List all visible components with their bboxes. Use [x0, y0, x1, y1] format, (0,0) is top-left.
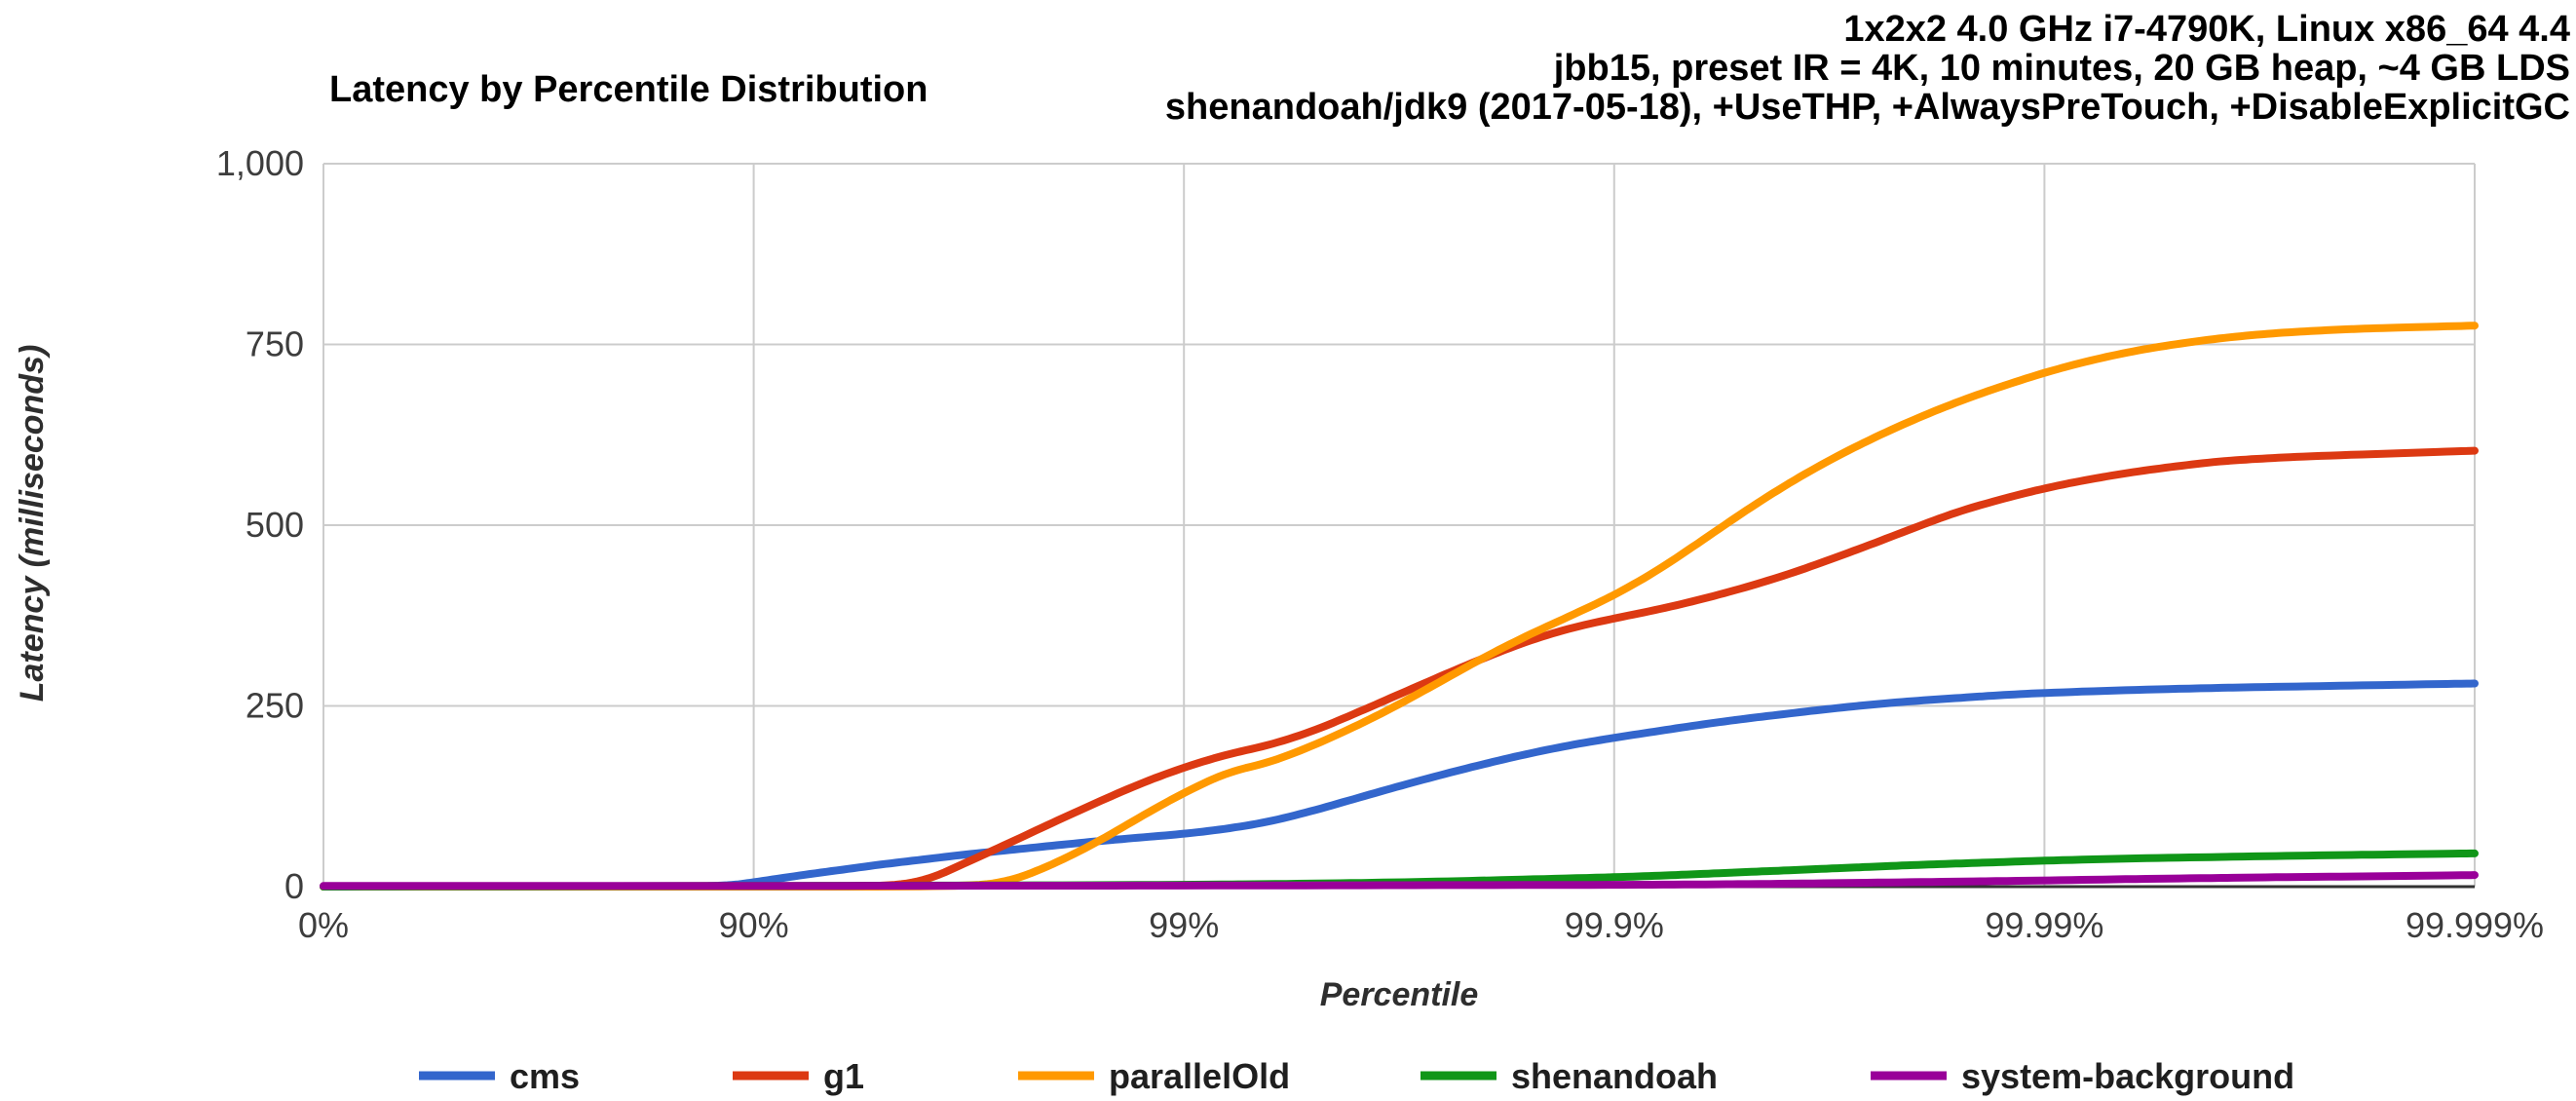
chart-title: Latency by Percentile Distribution	[329, 69, 928, 110]
x-tick-label: 99.9%	[1565, 905, 1664, 945]
y-tick-label: 750	[246, 324, 304, 364]
series-line-system-background	[320, 871, 2479, 891]
y-tick-label: 500	[246, 505, 304, 545]
legend-item-cms[interactable]: cms	[419, 1056, 580, 1096]
legend-label-system-background: system-background	[1961, 1056, 2294, 1096]
legend-item-parallelOld[interactable]: parallelOld	[1018, 1056, 1290, 1096]
legend-label-parallelOld: parallelOld	[1109, 1056, 1290, 1096]
legend-label-g1: g1	[823, 1056, 864, 1096]
legend-item-shenandoah[interactable]: shenandoah	[1421, 1056, 1718, 1096]
x-axis-title: Percentile	[1320, 976, 1479, 1013]
x-axis-tick-labels: 0% 90% 99% 99.9% 99.99% 99.999%	[298, 905, 2544, 945]
series-line-cms	[320, 679, 2479, 891]
x-tick-label: 99%	[1149, 905, 1219, 945]
y-axis-title: Latency (milliseconds)	[14, 345, 51, 702]
x-tick-label: 99.999%	[2406, 905, 2544, 945]
x-tick-label: 99.99%	[1985, 905, 2103, 945]
series-line-g1	[320, 446, 2479, 891]
subtitle-line-2: jbb15, preset IR = 4K, 10 minutes, 20 GB…	[1553, 48, 2570, 89]
subtitle-line-1: 1x2x2 4.0 GHz i7-4790K, Linux x86_64 4.4	[1843, 9, 2570, 50]
series-lines	[320, 322, 2479, 891]
legend: cms g1 parallelOld shenandoah system-backgro…	[419, 1056, 2294, 1096]
x-tick-label: 90%	[719, 905, 789, 945]
y-axis-tick-labels: 0 250 500 750 1,000	[216, 143, 304, 906]
y-tick-label: 1,000	[216, 143, 304, 183]
y-tick-label: 250	[246, 686, 304, 726]
legend-label-cms: cms	[510, 1056, 580, 1096]
legend-label-shenandoah: shenandoah	[1511, 1056, 1718, 1096]
x-tick-label: 0%	[298, 905, 349, 945]
subtitle-line-3: shenandoah/jdk9 (2017-05-18), +UseTHP, +…	[1165, 87, 2570, 128]
legend-item-system-background[interactable]: system-background	[1871, 1056, 2294, 1096]
legend-item-g1[interactable]: g1	[733, 1056, 864, 1096]
series-line-parallelOld	[320, 322, 2479, 891]
y-tick-label: 0	[284, 866, 304, 906]
chart-subtitle-block: 1x2x2 4.0 GHz i7-4790K, Linux x86_64 4.4…	[1165, 9, 2570, 128]
